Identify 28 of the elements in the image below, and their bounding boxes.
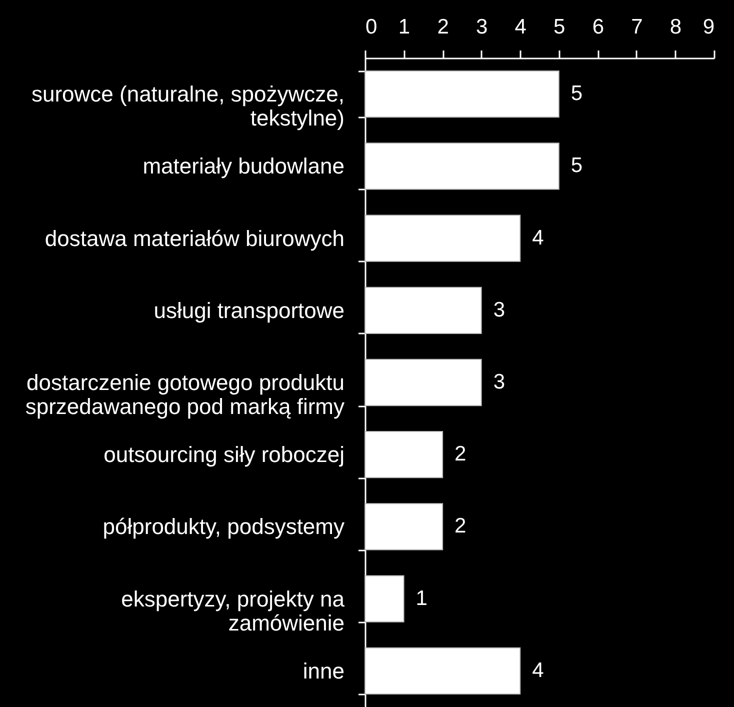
data-label: 1	[416, 586, 428, 610]
y-tick-label: outsourcing siły roboczej	[104, 442, 344, 468]
y-tick-label: surowce (naturalne, spożywcze, tekstylne)	[31, 82, 344, 131]
data-label: 5	[570, 82, 583, 106]
x-tick-label: 7	[631, 16, 643, 38]
y-tick-label: materiały budowlane	[142, 154, 344, 179]
y-tick-label: usługi transportowe	[154, 298, 344, 323]
x-tick-label: 3	[476, 16, 488, 38]
x-tick-label: 4	[514, 16, 527, 38]
x-tick-label: 9	[702, 16, 714, 38]
data-label: 5	[570, 154, 583, 178]
data-label: 2	[454, 514, 466, 538]
data-label: 4	[532, 658, 544, 682]
x-tick-label: 8	[670, 16, 682, 38]
y-tick-label: inne	[302, 658, 344, 684]
data-label: 4	[532, 226, 544, 250]
x-tick-label: 2	[437, 16, 449, 38]
x-tick-label: 0	[366, 16, 378, 38]
y-tick-label: dostawa materiałów biurowych	[44, 226, 344, 251]
x-tick-label: 5	[554, 16, 566, 38]
data-label: 3	[493, 298, 506, 322]
data-label: 3	[493, 370, 506, 394]
y-tick-label: ekspertyzy, projekty na zamówienie	[121, 586, 346, 636]
y-tick-label: półprodukty, podsystemy	[102, 514, 344, 540]
x-tick-label: 1	[398, 16, 410, 38]
data-label: 2	[454, 442, 466, 466]
y-tick-label: dostarczenie gotowego produktu sprzedawanego pod marką firmy	[25, 370, 344, 419]
x-tick-label: 6	[592, 16, 604, 38]
